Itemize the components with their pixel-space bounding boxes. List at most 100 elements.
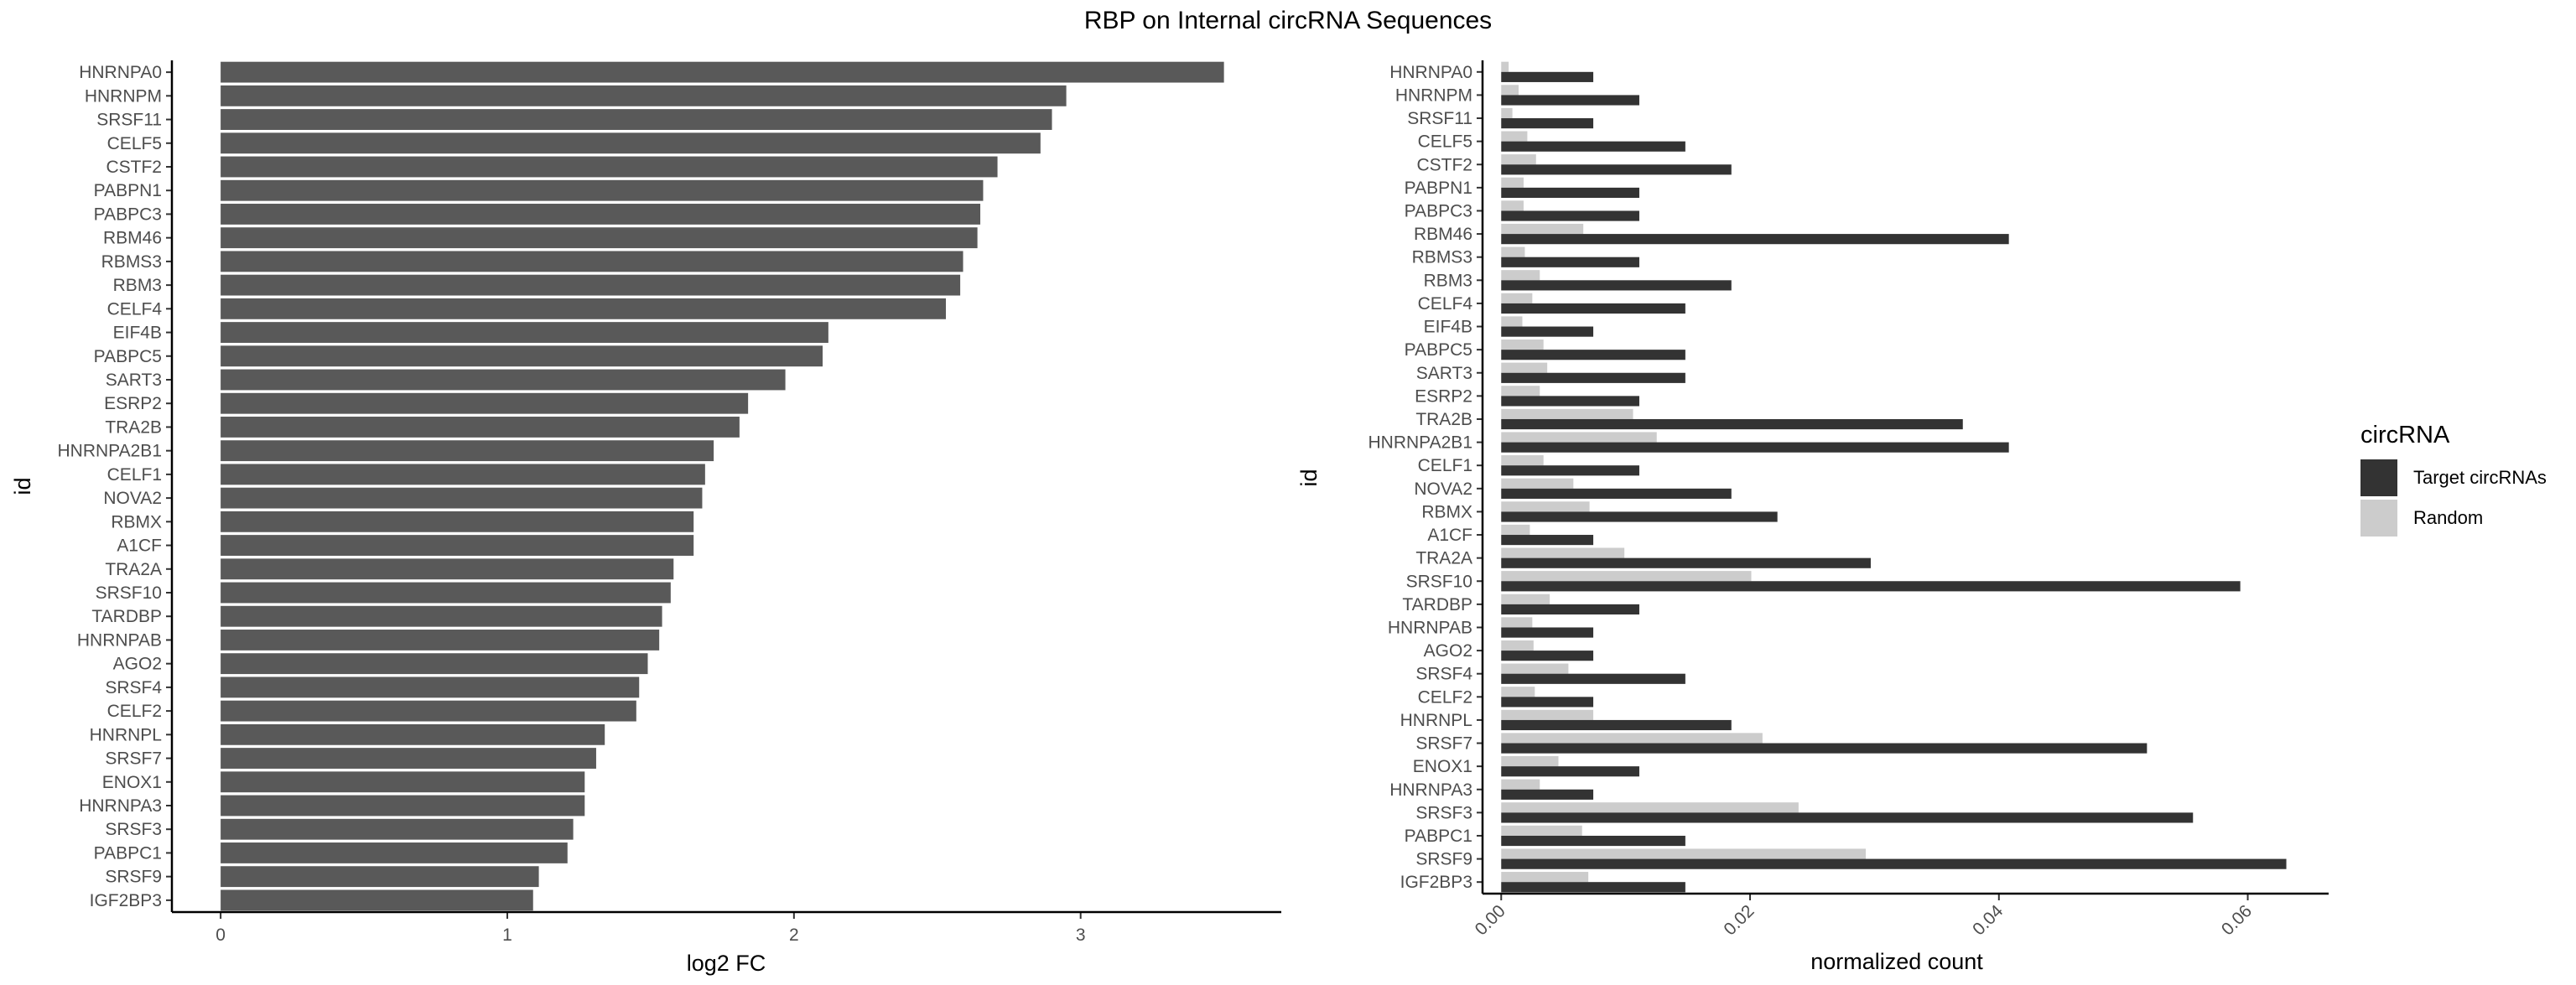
y-tick-label: RBMS3 — [1412, 248, 1472, 267]
y-tick-label: HNRNPA2B1 — [58, 442, 162, 461]
bar-target-rbm3 — [1501, 280, 1732, 291]
y-tick-label: TRA2A — [1415, 549, 1472, 568]
y-tick-label: CELF5 — [107, 134, 162, 153]
bar-random-tra2b — [1501, 408, 1633, 419]
y-tick-label: NOVA2 — [1414, 480, 1472, 499]
y-tick-label: RBM46 — [103, 229, 162, 248]
bar-random-tra2a — [1501, 547, 1625, 558]
bar-random-srsf11 — [1501, 107, 1513, 119]
y-tick-label: RBMS3 — [101, 252, 162, 272]
bar-target-hnrnpa0 — [1501, 71, 1594, 82]
y-tick-label: SRSF3 — [1415, 803, 1472, 822]
legend-swatch-random — [2360, 500, 2397, 537]
bar-target-a1cf — [1501, 535, 1594, 546]
y-tick-label: RBM46 — [1414, 225, 1472, 244]
y-tick-label: SRSF4 — [1415, 665, 1472, 684]
bar-target-srsf9 — [1501, 858, 2287, 869]
left-y-axis-title: id — [10, 477, 35, 495]
y-tick-label: SRSF9 — [1415, 850, 1472, 869]
y-tick-label: SART3 — [1416, 364, 1472, 383]
y-tick-label: AGO2 — [1424, 641, 1472, 661]
bar-enox1 — [221, 771, 585, 793]
x-tick-label: 3 — [1076, 925, 1086, 945]
bar-random-srsf7 — [1501, 733, 1763, 744]
bar-random-hnrnpa3 — [1501, 779, 1540, 790]
x-tick-label: 2 — [789, 925, 799, 945]
y-tick-label: HNRNPAB — [77, 630, 162, 650]
y-tick-label: IGF2BP3 — [1400, 873, 1472, 892]
y-tick-label: SART3 — [106, 371, 162, 390]
bar-target-pabpc1 — [1501, 835, 1685, 847]
bar-target-ago2 — [1501, 651, 1594, 661]
y-tick-label: SRSF10 — [96, 583, 162, 603]
y-tick-label: SRSF11 — [96, 111, 162, 130]
bar-tardbp — [221, 605, 662, 627]
bar-srsf7 — [221, 748, 596, 769]
y-tick-label: ESRP2 — [104, 394, 162, 413]
x-tick-label: 0.00 — [1472, 901, 1509, 939]
bar-celf1 — [221, 464, 705, 485]
y-tick-label: HNRNPA0 — [79, 63, 162, 82]
bar-random-pabpc3 — [1501, 200, 1524, 211]
bar-rbm3 — [221, 274, 961, 296]
bar-target-srsf11 — [1501, 118, 1594, 129]
bar-celf5 — [221, 132, 1041, 154]
bar-random-pabpn1 — [1501, 177, 1524, 188]
bar-pabpc3 — [221, 204, 981, 225]
left-bars — [221, 61, 1224, 911]
y-tick-label: SRSF4 — [105, 678, 162, 697]
y-tick-label: PABPC5 — [1405, 340, 1472, 360]
y-tick-label: PABPC1 — [94, 843, 162, 863]
x-tick-label: 0.06 — [2218, 901, 2256, 939]
legend: circRNA Target circRNAs Random — [2360, 422, 2547, 537]
bar-random-esrp2 — [1501, 386, 1540, 397]
y-tick-label: CELF1 — [1418, 456, 1472, 475]
bar-target-tardbp — [1501, 604, 1639, 615]
bar-target-hnrnpa3 — [1501, 789, 1594, 800]
left-x-ticks: 0 1 2 3 — [216, 912, 1086, 945]
bar-random-tardbp — [1501, 594, 1550, 604]
bar-random-rbm3 — [1501, 270, 1540, 281]
y-tick-label: SRSF9 — [105, 868, 162, 887]
legend-label-target: Target circRNAs — [2413, 467, 2547, 488]
bar-random-hnrnpa0 — [1501, 61, 1509, 72]
bar-random-hnrnpa2b1 — [1501, 432, 1657, 443]
y-tick-label: NOVA2 — [103, 489, 162, 508]
bar-hnrnpab — [221, 630, 660, 651]
bar-tra2a — [221, 558, 674, 580]
x-tick-label: 0.04 — [1969, 901, 2007, 939]
bar-target-celf1 — [1501, 465, 1639, 476]
y-tick-label: ESRP2 — [1415, 386, 1472, 406]
y-tick-label: SRSF11 — [1407, 109, 1472, 128]
x-tick-label: 0.02 — [1720, 901, 1758, 939]
y-tick-label: PABPN1 — [1405, 179, 1472, 198]
bar-rbm46 — [221, 227, 978, 249]
bar-hnrnpa3 — [221, 795, 585, 817]
right-panel: HNRNPA0 HNRNPM SRSF11 CELF5 CSTF2 PABPN1 PABPC… — [1296, 60, 2329, 974]
y-tick-label: TARDBP — [91, 607, 162, 626]
y-tick-label: AGO2 — [113, 655, 162, 674]
bar-nova2 — [221, 487, 703, 509]
y-tick-label: HNRNPA3 — [1389, 780, 1472, 800]
bar-random-srsf3 — [1501, 802, 1799, 813]
bar-random-rbmx — [1501, 501, 1590, 512]
y-tick-label: PABPN1 — [94, 181, 162, 200]
bar-hnrnpl — [221, 723, 605, 745]
bar-random-sart3 — [1501, 362, 1548, 373]
bar-pabpn1 — [221, 179, 984, 201]
left-x-axis-title: log2 FC — [687, 951, 766, 976]
bar-target-hnrnpm — [1501, 95, 1639, 106]
y-tick-label: RBMX — [111, 512, 162, 531]
bar-random-pabpc1 — [1501, 825, 1582, 836]
bar-random-rbm46 — [1501, 223, 1584, 235]
bar-target-srsf10 — [1501, 581, 2241, 592]
y-tick-label: TRA2A — [105, 560, 162, 579]
y-tick-label: RBM3 — [113, 276, 162, 295]
bar-pabpc1 — [221, 842, 568, 863]
y-tick-label: HNRNPA0 — [1389, 63, 1472, 82]
bar-target-hnrnpl — [1501, 719, 1732, 731]
bar-target-enox1 — [1501, 766, 1639, 777]
bar-ago2 — [221, 653, 648, 675]
bar-sart3 — [221, 369, 786, 391]
x-tick-label: 1 — [502, 925, 512, 945]
